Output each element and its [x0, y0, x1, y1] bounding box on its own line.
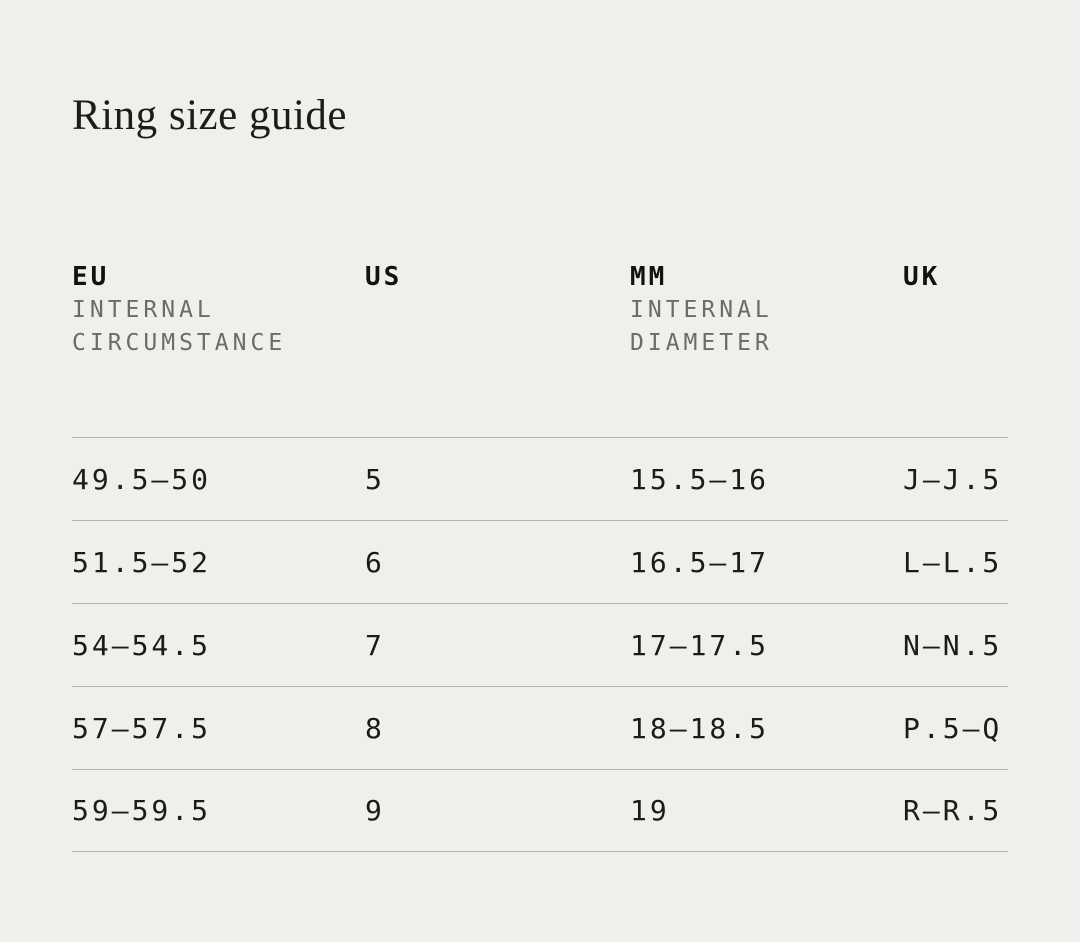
column-header-eu: EU INTERNAL CIRCUMSTANCE	[72, 260, 365, 360]
cell-eu: 51.5—52	[72, 545, 212, 579]
table-row: 51.5—52 6 16.5—17 L—L.5	[72, 520, 1008, 603]
cell-us: 5	[365, 462, 385, 496]
cell-eu: 59—59.5	[72, 794, 212, 827]
cell-us: 7	[365, 628, 385, 662]
cell-eu: 54—54.5	[72, 628, 212, 662]
column-label-us: US	[365, 262, 403, 292]
column-sublabel-eu-line2: CIRCUMSTANCE	[72, 330, 287, 356]
column-label-uk: UK	[903, 262, 941, 292]
cell-us: 6	[365, 545, 385, 579]
cell-uk: L—L.5	[903, 545, 1003, 579]
column-sublabel-eu-line1: INTERNAL	[72, 297, 215, 323]
column-header-us: US	[365, 260, 630, 360]
size-table-header: EU INTERNAL CIRCUMSTANCE US MM INTERNAL …	[72, 260, 1008, 360]
column-label-eu: EU	[72, 262, 110, 292]
ring-size-table: 49.5—50 5 15.5—16 J—J.5 51.5—52 6 16.5—1…	[72, 437, 1008, 852]
cell-eu: 57—57.5	[72, 711, 212, 745]
cell-uk: R—R.5	[903, 794, 1003, 827]
cell-eu: 49.5—50	[72, 462, 212, 496]
column-sublabel-mm-line2: DIAMETER	[630, 330, 773, 356]
cell-uk: J—J.5	[903, 462, 1003, 496]
cell-us: 9	[365, 794, 385, 827]
table-row: 57—57.5 8 18—18.5 P.5—Q	[72, 686, 1008, 769]
cell-mm: 15.5—16	[630, 462, 770, 496]
cell-mm: 16.5—17	[630, 545, 770, 579]
page-title: Ring size guide	[72, 91, 348, 139]
table-row: 54—54.5 7 17—17.5 N—N.5	[72, 603, 1008, 686]
cell-mm: 18—18.5	[630, 711, 770, 745]
cell-mm: 19	[630, 794, 670, 827]
column-header-uk: UK	[903, 260, 1008, 360]
column-sublabel-mm-line1: INTERNAL	[630, 297, 773, 323]
cell-uk: N—N.5	[903, 628, 1003, 662]
table-row: 59—59.5 9 19 R—R.5	[72, 769, 1008, 852]
cell-us: 8	[365, 711, 385, 745]
column-label-mm: MM	[630, 262, 668, 292]
cell-mm: 17—17.5	[630, 628, 770, 662]
column-header-mm: MM INTERNAL DIAMETER	[630, 260, 903, 360]
cell-uk: P.5—Q	[903, 711, 1003, 745]
table-row: 49.5—50 5 15.5—16 J—J.5	[72, 437, 1008, 520]
